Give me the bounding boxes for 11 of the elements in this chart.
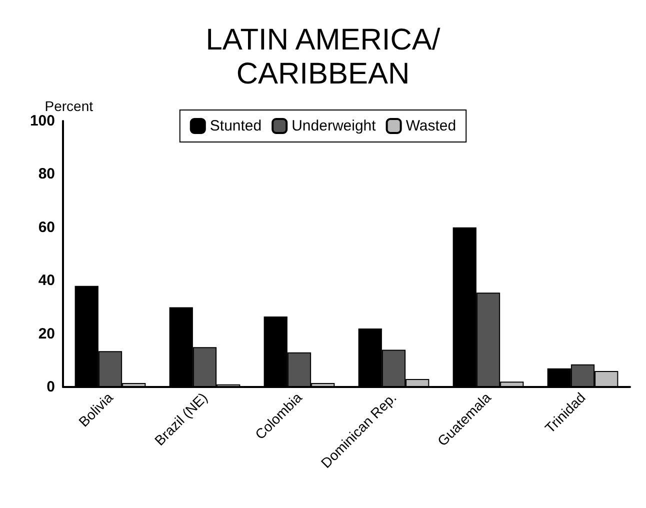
- y-tick-label: 20: [38, 325, 55, 342]
- legend-label: Wasted: [406, 118, 456, 134]
- y-axis-title: Percent: [44, 98, 94, 114]
- y-tick-label: 60: [38, 218, 55, 236]
- y-tick-label: 80: [38, 166, 55, 183]
- y-tick-label: 0: [46, 378, 55, 396]
- legend-label: Underweight: [292, 118, 377, 134]
- y-tick-label: 100: [30, 112, 55, 130]
- chart-title: LATIN AMERICA/ CARIBBEAN: [206, 24, 441, 90]
- legend-label: Stunted: [210, 118, 262, 134]
- y-tick-label: 40: [38, 272, 55, 290]
